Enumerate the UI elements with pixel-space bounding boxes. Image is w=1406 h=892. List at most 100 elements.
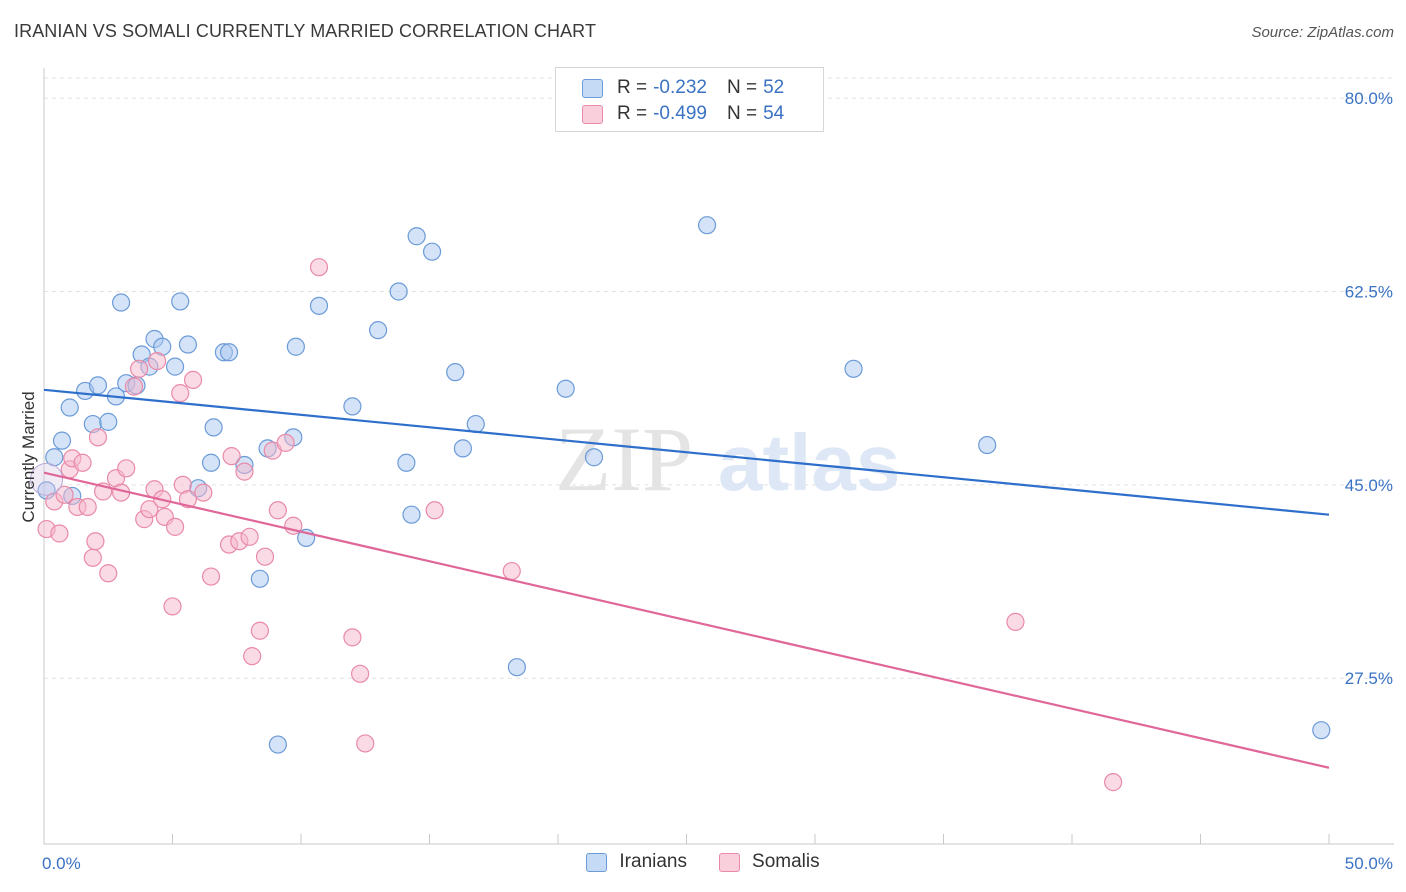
x-tick-label: 0.0% <box>42 854 81 873</box>
series-legend-somalis: Somalis <box>719 851 820 873</box>
iranian-point <box>556 379 575 398</box>
somali-point <box>343 628 362 647</box>
y-axis-label: Currently Married <box>19 391 38 522</box>
somali-point <box>171 384 190 403</box>
iranian-point <box>171 292 190 311</box>
series-legend: Iranians Somalis <box>0 851 1406 873</box>
gridlines <box>44 77 1394 679</box>
somali-point <box>55 485 74 504</box>
somali-trend-line <box>43 471 1330 769</box>
somali-point <box>117 459 136 478</box>
iranian-point <box>52 431 72 450</box>
somali-point <box>140 500 159 519</box>
chart-title: IRANIAN VS SOMALI CURRENTLY MARRIED CORR… <box>14 21 597 41</box>
iranian-point <box>178 335 198 354</box>
iranian-point <box>343 397 362 416</box>
legend-r-label: R = <box>617 103 648 124</box>
iranian-point <box>60 398 79 417</box>
legend-r-label: R = <box>617 77 648 98</box>
somali-point <box>425 501 444 520</box>
iranian-point <box>201 453 221 472</box>
iranian-point <box>1312 721 1331 740</box>
somali-point <box>124 377 144 396</box>
legend-row-iranians: R = -0.232 N = 52 <box>582 76 784 100</box>
somali-point <box>1006 612 1025 631</box>
somali-point <box>194 483 213 502</box>
somali-point <box>1104 773 1123 792</box>
overlap-point <box>30 462 64 496</box>
iranian-point <box>111 293 131 312</box>
legend-row-somalis: R = -0.499 N = 54 <box>582 102 784 126</box>
y-tick-label: 62.5% <box>1345 282 1393 301</box>
y-tick-labels: 27.5% 45.0% 62.5% 80.0% <box>1345 89 1393 688</box>
watermark: ZIP atlas <box>555 408 900 510</box>
y-tick-label: 80.0% <box>1345 89 1393 108</box>
trend-lines <box>43 388 1330 769</box>
iranian-point <box>389 282 408 301</box>
legend-n-value: 52 <box>763 77 785 98</box>
watermark-atlas: atlas <box>718 418 900 507</box>
somali-point <box>351 664 370 683</box>
somali-point <box>147 351 167 371</box>
somali-point <box>50 524 69 543</box>
somali-point <box>163 597 182 616</box>
iranian-point <box>88 376 108 395</box>
legend-n-value: 54 <box>763 103 785 124</box>
somali-point <box>86 532 105 551</box>
iranian-point <box>369 321 388 340</box>
iranian-point <box>978 435 997 455</box>
correlation-legend: R = -0.232 N = 52 R = -0.499 N = 54 <box>555 67 824 132</box>
legend-n-label: N = <box>726 77 758 98</box>
iranian-point <box>219 343 239 362</box>
series-label-iranians: Iranians <box>619 851 688 872</box>
somali-point <box>502 561 521 581</box>
somali-point <box>222 447 241 466</box>
legend-swatch-somalis <box>582 104 603 124</box>
x-tick-label: 50.0% <box>1345 854 1393 873</box>
iranian-point <box>397 453 416 472</box>
series-label-somalis: Somalis <box>752 851 820 872</box>
source-label: Source: ZipAtlas.com <box>1251 24 1394 41</box>
somali-point <box>88 428 108 447</box>
somali-point <box>165 517 185 536</box>
iranian-point <box>99 412 118 431</box>
legend-r-value: -0.232 <box>653 77 707 98</box>
somali-point <box>83 548 102 567</box>
iranian-point <box>844 359 863 378</box>
legend-swatch-iranians <box>582 78 603 98</box>
series-swatch-iranians <box>586 852 608 872</box>
iranian-point <box>446 363 465 382</box>
iranian-point <box>204 418 223 437</box>
somali-point <box>73 453 92 472</box>
iranian-point <box>165 357 185 376</box>
y-tick-label: 27.5% <box>1345 669 1393 688</box>
iranian-point <box>507 658 526 677</box>
iranian-point <box>466 414 485 434</box>
iranian-point <box>422 242 442 261</box>
somali-point <box>268 501 287 520</box>
x-tick-labels: 0.0% 50.0% <box>42 854 1393 873</box>
somali-point <box>129 359 149 378</box>
iranian-point <box>309 296 329 315</box>
iranian-point <box>402 505 421 524</box>
iranian-point <box>268 735 287 754</box>
data-points <box>30 216 1331 792</box>
legend-n-label: N = <box>726 103 758 124</box>
somali-point <box>201 567 221 586</box>
somali-point <box>99 564 118 583</box>
iranian-point <box>697 216 717 235</box>
somali-point <box>240 527 259 546</box>
iranian-trend-line <box>43 388 1330 516</box>
somali-point <box>78 497 97 517</box>
somali-point <box>276 433 295 452</box>
somali-point <box>309 258 329 277</box>
somali-point <box>178 490 198 509</box>
series-legend-iranians: Iranians <box>586 851 687 873</box>
iranian-point <box>286 337 305 356</box>
somali-point <box>250 621 269 640</box>
iranian-point <box>453 439 473 458</box>
watermark-zip: ZIP <box>555 408 693 510</box>
iranian-point <box>407 227 426 246</box>
legend-r-value: -0.499 <box>653 103 707 124</box>
